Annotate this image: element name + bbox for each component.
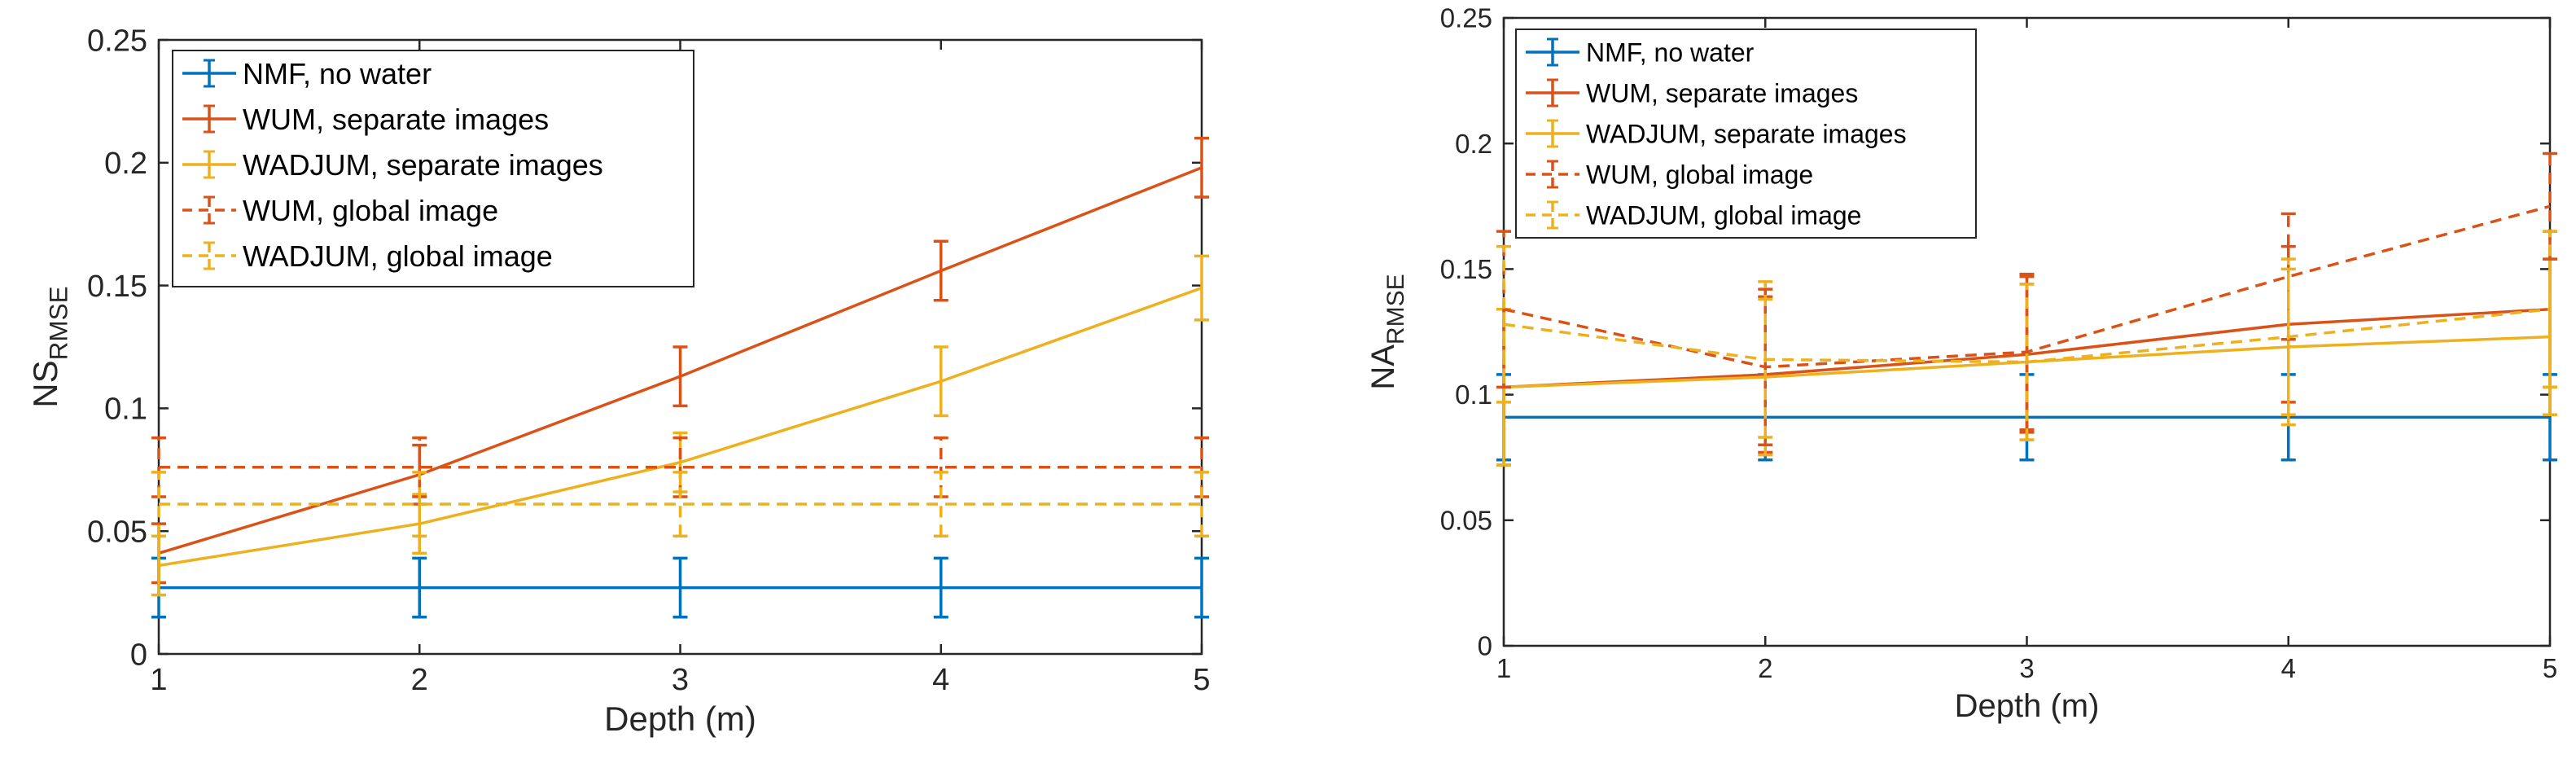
legend-entry-label: WADJUM, global image — [1586, 201, 1861, 230]
y-axis-label-subscript: RMSE — [44, 286, 73, 360]
y-tick-label: 0.2 — [104, 147, 147, 181]
x-tick-label: 2 — [1758, 653, 1772, 683]
y-axis-label-main: NS — [26, 360, 64, 407]
legend: NMF, no water WUM, separate images WADJUM,… — [1515, 29, 1977, 239]
y-axis-label-main: NA — [1365, 344, 1401, 390]
y-tick-label: 0.15 — [1440, 254, 1492, 284]
x-tick-label: 5 — [2543, 653, 2557, 683]
x-tick-label: 2 — [411, 663, 428, 697]
series-4 — [151, 471, 1209, 537]
y-tick-label: 0 — [130, 638, 147, 672]
y-tick-label: 0.25 — [1440, 3, 1492, 33]
y-tick-label: 0.05 — [87, 516, 147, 550]
x-tick-label: 1 — [1496, 653, 1511, 683]
series-4 — [1496, 230, 2557, 441]
x-tick-label: 4 — [2281, 653, 2296, 683]
legend-entry-label: NMF, no water — [1586, 38, 1755, 68]
y-tick-label: 0 — [1478, 631, 1492, 661]
x-tick-label: 1 — [150, 663, 167, 697]
series-0 — [151, 556, 1209, 619]
legend-box — [1515, 29, 1977, 239]
x-tick-label: 3 — [672, 663, 689, 697]
y-axis-label-subscript: RMSE — [1382, 274, 1409, 344]
x-axis-label: Depth (m) — [604, 700, 756, 738]
legend-box — [172, 50, 694, 287]
legend-entry-label: WADJUM, global image — [243, 239, 553, 273]
legend-entry-label: NMF, no water — [243, 57, 432, 90]
y-tick-label: 0.25 — [87, 24, 147, 58]
legend-entry-label: WUM, global image — [243, 194, 498, 227]
legend-entry-label: WUM, separate images — [1586, 79, 1858, 108]
legend: NMF, no water WUM, separate images WADJUM,… — [172, 50, 694, 287]
legend-entry-label: WUM, global image — [1586, 160, 1813, 190]
x-tick-label: 3 — [2019, 653, 2034, 683]
y-tick-label: 0.05 — [1440, 505, 1492, 535]
x-axis-label: Depth (m) — [1955, 688, 2100, 724]
legend-entry-label: WADJUM, separate images — [243, 148, 603, 182]
legend-entry-label: WUM, separate images — [243, 103, 549, 136]
series-2 — [151, 254, 1209, 597]
x-tick-label: 5 — [1193, 663, 1210, 697]
y-axis-label: NARMSE — [1365, 274, 1409, 389]
y-tick-label: 0.1 — [1455, 380, 1492, 410]
legend-entry-label: WADJUM, separate images — [1586, 120, 1907, 149]
y-axis-label: NSRMSE — [26, 286, 73, 407]
y-tick-label: 0.1 — [104, 393, 147, 427]
y-tick-label: 0.2 — [1455, 129, 1492, 159]
y-tick-label: 0.15 — [87, 270, 147, 304]
x-tick-label: 4 — [932, 663, 949, 697]
